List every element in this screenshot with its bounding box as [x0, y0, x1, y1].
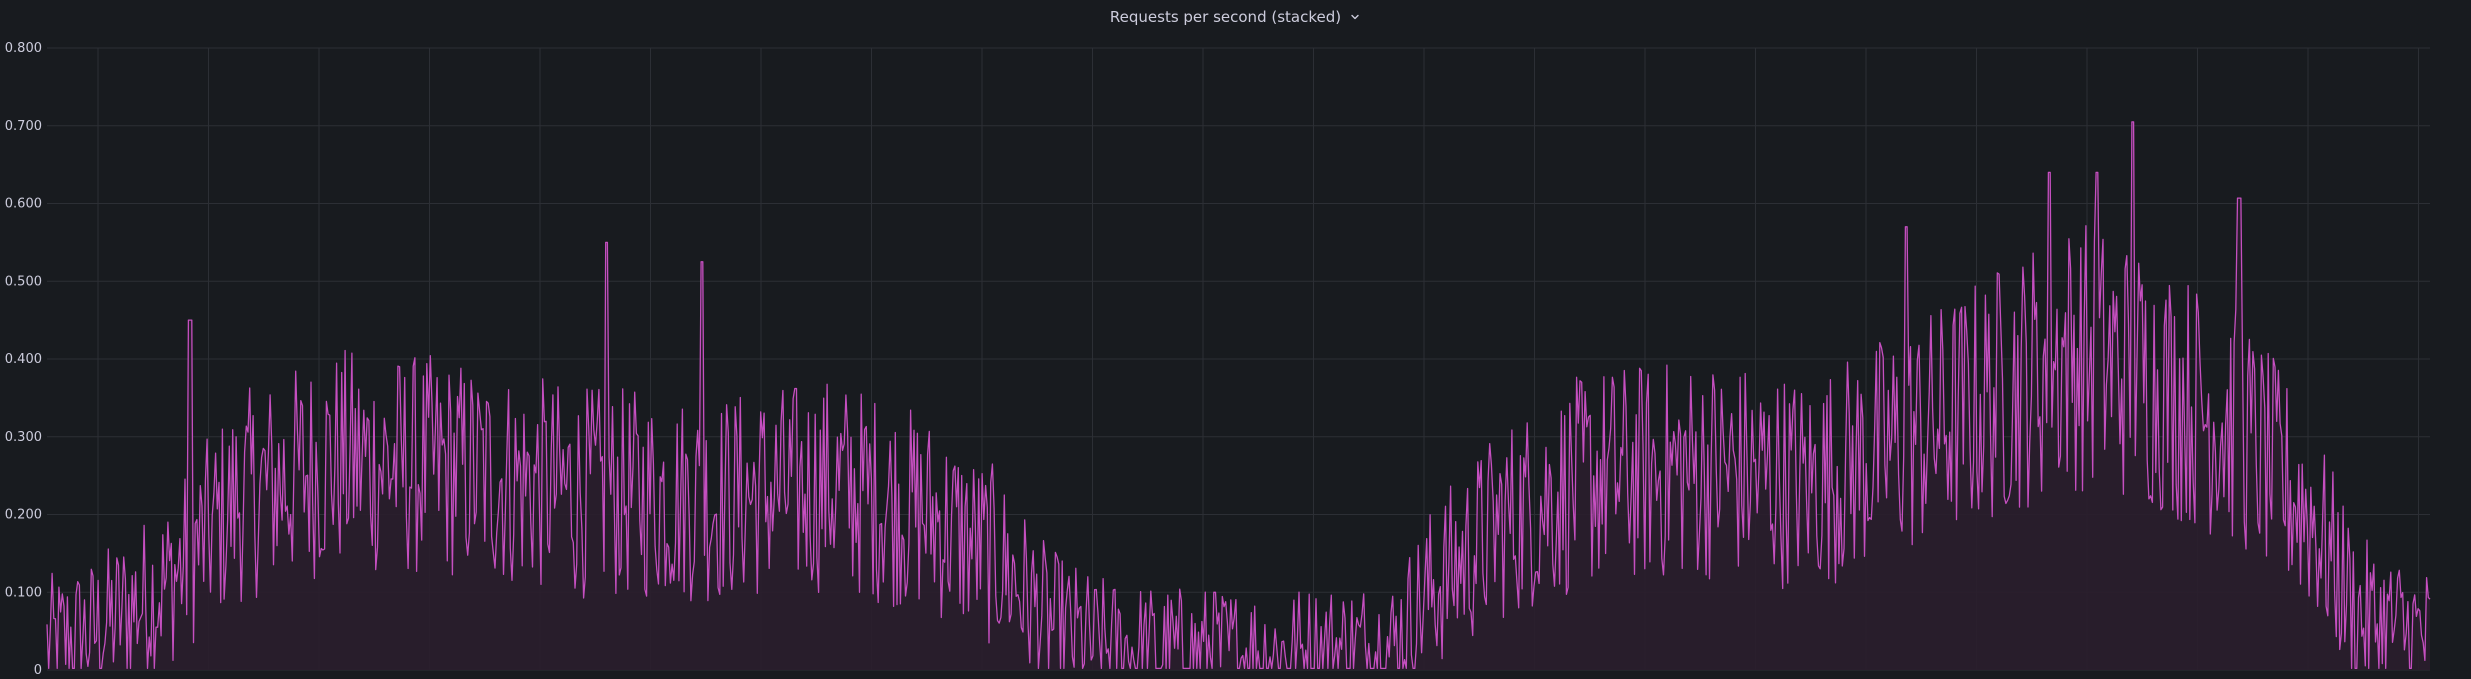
y-tick-label: 0.800: [5, 41, 42, 56]
y-tick-label: 0.200: [5, 508, 42, 523]
panel-title: Requests per second (stacked): [1109, 8, 1342, 26]
panel-title-menu[interactable]: Requests per second (stacked): [1104, 6, 1367, 28]
series-layer: [46, 121, 2431, 670]
y-tick-label: 0.700: [5, 119, 42, 134]
y-tick-label: 0.300: [5, 430, 42, 445]
chevron-down-icon: [1351, 14, 1359, 20]
y-tick-label: 0.400: [5, 352, 42, 367]
y-tick-label: 0: [34, 663, 42, 678]
y-tick-label: 0.500: [5, 274, 42, 289]
panel-header: Requests per second (stacked): [0, 0, 2471, 34]
series-line: [46, 121, 2431, 670]
y-tick-label: 0.100: [5, 585, 42, 600]
y-axis: 0 0.100 0.200 0.300 0.400 0.500 0.600 0.700 0.80…: [5, 41, 42, 678]
y-tick-label: 0.600: [5, 197, 42, 212]
